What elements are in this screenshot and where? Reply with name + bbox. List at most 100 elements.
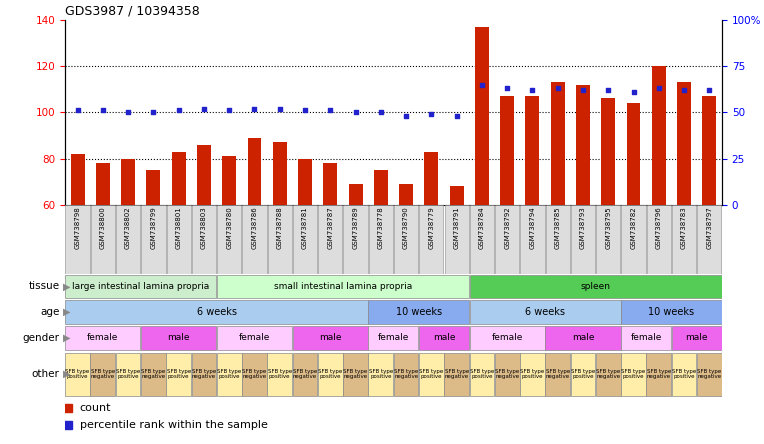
Bar bbox=[444, 353, 469, 396]
Bar bbox=[293, 205, 317, 274]
Bar bbox=[551, 82, 565, 205]
Text: SFB type
negative: SFB type negative bbox=[596, 369, 620, 380]
Bar bbox=[293, 326, 368, 350]
Point bbox=[703, 87, 715, 94]
Bar bbox=[141, 205, 166, 274]
Bar bbox=[172, 151, 186, 205]
Text: GSM738779: GSM738779 bbox=[429, 207, 435, 250]
Bar bbox=[293, 353, 317, 396]
Bar bbox=[115, 353, 141, 396]
Bar bbox=[65, 326, 141, 350]
Text: SFB type
positive: SFB type positive bbox=[369, 369, 393, 380]
Bar bbox=[368, 353, 393, 396]
Point bbox=[552, 85, 564, 92]
Text: male: male bbox=[319, 333, 342, 342]
Text: GSM738785: GSM738785 bbox=[555, 207, 561, 250]
Bar bbox=[621, 326, 672, 350]
Bar bbox=[121, 159, 135, 205]
Bar bbox=[298, 159, 312, 205]
Text: gender: gender bbox=[23, 333, 60, 343]
Bar bbox=[167, 205, 191, 274]
Bar bbox=[141, 353, 166, 396]
Text: large intestinal lamina propria: large intestinal lamina propria bbox=[72, 282, 209, 291]
Text: SFB type
positive: SFB type positive bbox=[621, 369, 646, 380]
Bar bbox=[697, 353, 722, 396]
Text: GSM738783: GSM738783 bbox=[681, 207, 687, 250]
Text: ▶: ▶ bbox=[63, 281, 71, 291]
Bar bbox=[672, 326, 722, 350]
Point bbox=[324, 107, 336, 114]
Text: tissue: tissue bbox=[28, 281, 60, 291]
Text: GSM738792: GSM738792 bbox=[504, 207, 510, 250]
Bar bbox=[197, 145, 211, 205]
Text: GSM738799: GSM738799 bbox=[151, 207, 157, 250]
Text: GSM738790: GSM738790 bbox=[403, 207, 409, 250]
Text: SFB type
positive: SFB type positive bbox=[116, 369, 141, 380]
Bar bbox=[450, 186, 464, 205]
Bar bbox=[571, 353, 595, 396]
Text: male: male bbox=[571, 333, 594, 342]
Point bbox=[602, 87, 614, 94]
Bar bbox=[141, 326, 216, 350]
Text: SFB type
positive: SFB type positive bbox=[66, 369, 89, 380]
Text: SFB type
negative: SFB type negative bbox=[344, 369, 367, 380]
Bar bbox=[248, 138, 261, 205]
Bar bbox=[65, 353, 90, 396]
Text: small intestinal lamina propria: small intestinal lamina propria bbox=[274, 282, 412, 291]
Text: ▶: ▶ bbox=[63, 307, 71, 317]
Text: SFB type
positive: SFB type positive bbox=[672, 369, 696, 380]
Text: GSM738791: GSM738791 bbox=[454, 207, 460, 250]
Bar bbox=[520, 205, 545, 274]
Text: SFB type
positive: SFB type positive bbox=[167, 369, 191, 380]
Bar bbox=[394, 205, 418, 274]
Bar bbox=[343, 353, 368, 396]
Bar bbox=[90, 353, 115, 396]
Bar bbox=[323, 163, 337, 205]
Bar bbox=[393, 353, 419, 396]
Bar bbox=[621, 300, 722, 324]
Bar bbox=[273, 143, 286, 205]
Text: SFB type
positive: SFB type positive bbox=[520, 369, 545, 380]
Text: 6 weeks: 6 weeks bbox=[196, 307, 237, 317]
Text: percentile rank within the sample: percentile rank within the sample bbox=[79, 420, 267, 429]
Text: GSM738778: GSM738778 bbox=[378, 207, 384, 250]
Bar bbox=[495, 205, 520, 274]
Bar bbox=[399, 184, 413, 205]
Text: SFB type
negative: SFB type negative bbox=[646, 369, 671, 380]
Bar bbox=[116, 205, 141, 274]
Text: SFB type
negative: SFB type negative bbox=[141, 369, 166, 380]
Bar bbox=[596, 353, 620, 396]
Point bbox=[451, 112, 463, 119]
Point bbox=[476, 81, 488, 88]
Bar bbox=[526, 96, 539, 205]
Text: GSM738797: GSM738797 bbox=[707, 207, 712, 250]
Text: SFB type
negative: SFB type negative bbox=[91, 369, 115, 380]
Text: 10 weeks: 10 weeks bbox=[649, 307, 694, 317]
Bar bbox=[368, 326, 419, 350]
Bar bbox=[445, 205, 469, 274]
Text: GSM738784: GSM738784 bbox=[479, 207, 485, 250]
Bar bbox=[65, 274, 216, 298]
Text: GSM738801: GSM738801 bbox=[176, 207, 182, 250]
Point bbox=[97, 107, 109, 114]
Text: female: female bbox=[630, 333, 662, 342]
Bar bbox=[470, 326, 545, 350]
Text: GSM738795: GSM738795 bbox=[605, 207, 611, 250]
Bar bbox=[672, 205, 696, 274]
Bar bbox=[601, 99, 615, 205]
Text: SFB type
positive: SFB type positive bbox=[318, 369, 342, 380]
Bar bbox=[267, 353, 292, 396]
Point bbox=[274, 105, 286, 112]
Bar bbox=[596, 205, 620, 274]
Bar bbox=[96, 163, 110, 205]
Bar bbox=[348, 184, 362, 205]
Bar bbox=[545, 326, 620, 350]
Text: SFB type
positive: SFB type positive bbox=[217, 369, 241, 380]
Bar bbox=[66, 205, 89, 274]
Point bbox=[248, 105, 261, 112]
Point bbox=[374, 109, 387, 116]
Text: female: female bbox=[87, 333, 118, 342]
Text: GSM738794: GSM738794 bbox=[529, 207, 536, 250]
Point bbox=[72, 107, 84, 114]
Point bbox=[501, 85, 513, 92]
